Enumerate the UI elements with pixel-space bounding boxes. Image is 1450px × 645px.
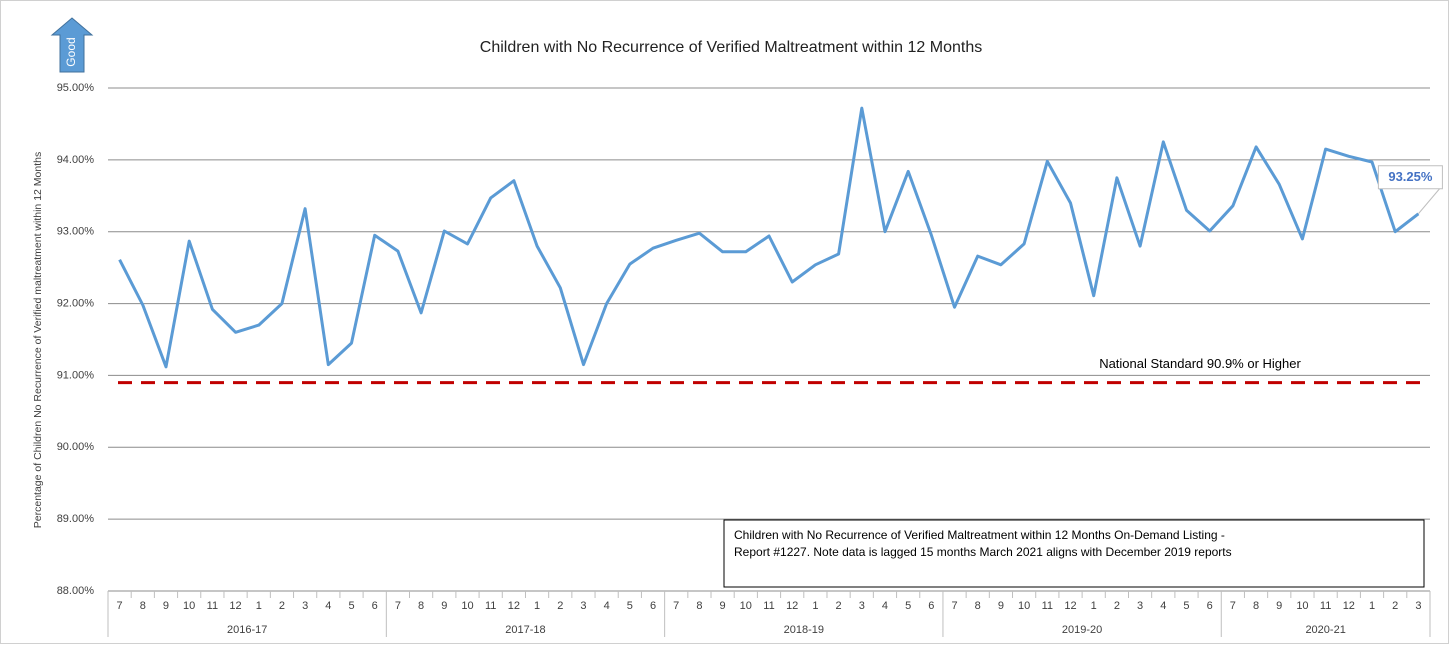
x-tick-label: 7 (395, 600, 401, 612)
x-tick-label: 3 (580, 600, 586, 612)
x-tick-label: 5 (905, 600, 911, 612)
series-line (118, 106, 1420, 369)
x-tick-label: 8 (696, 600, 702, 612)
x-tick-label: 3 (1137, 600, 1143, 612)
x-tick-label: 6 (650, 600, 656, 612)
y-tick-label: 92.00% (57, 297, 95, 309)
x-tick-label: 4 (325, 600, 331, 612)
x-tick-label: 2 (1114, 600, 1120, 612)
x-tick-label: 10 (740, 600, 752, 612)
x-tick-label: 7 (673, 600, 679, 612)
x-tick-label: 2 (1392, 600, 1398, 612)
x-tick-label: 10 (1296, 600, 1308, 612)
group-label: 2016-17 (227, 624, 267, 636)
note-line: Children with No Recurrence of Verified … (734, 528, 1225, 542)
y-tick-label: 90.00% (57, 441, 95, 453)
x-tick-label: 8 (140, 600, 146, 612)
x-tick-label: 1 (1091, 600, 1097, 612)
x-tick-label: 4 (882, 600, 888, 612)
x-tick-label: 10 (183, 600, 195, 612)
x-tick-label: 2 (836, 600, 842, 612)
x-tick-label: 12 (229, 600, 241, 612)
x-tick-label: 9 (1276, 600, 1282, 612)
x-tick-label: 11 (485, 600, 496, 612)
x-tick-label: 11 (763, 600, 774, 612)
x-tick-label: 8 (1253, 600, 1259, 612)
group-label: 2017-18 (505, 624, 545, 636)
chart-title: Children with No Recurrence of Verified … (480, 39, 982, 56)
x-tick-label: 2 (279, 600, 285, 612)
x-tick-label: 6 (1207, 600, 1213, 612)
x-tick-label: 6 (372, 600, 378, 612)
note-line: Report #1227. Note data is lagged 15 mon… (734, 545, 1232, 559)
x-tick-label: 12 (1343, 600, 1355, 612)
x-tick-label: 7 (951, 600, 957, 612)
x-tick-label: 10 (1018, 600, 1030, 612)
x-tick-label: 2 (557, 600, 563, 612)
x-tick-label: 3 (302, 600, 308, 612)
y-tick-label: 88.00% (57, 585, 95, 597)
x-tick-label: 11 (1320, 600, 1331, 612)
x-tick-label: 10 (461, 600, 473, 612)
x-tick-label: 12 (786, 600, 798, 612)
x-tick-label: 9 (441, 600, 447, 612)
x-tick-label: 5 (1183, 600, 1189, 612)
x-tick-label: 9 (720, 600, 726, 612)
y-tick-label: 91.00% (57, 369, 95, 381)
x-tick-label: 11 (1042, 600, 1053, 612)
group-label: 2020-21 (1305, 624, 1345, 636)
x-tick-label: 8 (975, 600, 981, 612)
x-tick-label: 5 (627, 600, 633, 612)
label-leader (1418, 187, 1441, 215)
x-tick-label: 6 (928, 600, 934, 612)
group-label: 2019-20 (1062, 624, 1102, 636)
x-tick-label: 4 (604, 600, 610, 612)
x-tick-label: 9 (998, 600, 1004, 612)
x-tick-label: 7 (117, 600, 123, 612)
value-label: 93.25% (1388, 169, 1433, 184)
x-tick-label: 4 (1160, 600, 1166, 612)
x-tick-label: 1 (1369, 600, 1375, 612)
x-tick-label: 7 (1230, 600, 1236, 612)
x-tick-label: 9 (163, 600, 169, 612)
reference-label: National Standard 90.9% or Higher (1099, 356, 1301, 371)
good-arrow (50, 17, 94, 73)
x-tick-label: 12 (1064, 600, 1076, 612)
group-label: 2018-19 (784, 624, 824, 636)
x-tick-label: 3 (859, 600, 865, 612)
x-tick-label: 1 (812, 600, 818, 612)
x-tick-label: 5 (348, 600, 354, 612)
x-tick-label: 1 (534, 600, 540, 612)
note-box (723, 519, 1425, 588)
y-tick-label: 93.00% (57, 226, 95, 238)
y-tick-label: 89.00% (57, 513, 95, 525)
y-tick-label: 94.00% (57, 154, 95, 166)
y-tick-label: 95.00% (57, 82, 95, 94)
x-tick-label: 1 (256, 600, 262, 612)
badge: Good (64, 37, 78, 66)
x-tick-label: 11 (207, 600, 218, 612)
y-axis-label: Percentage of Children No Recurrence of … (32, 152, 44, 528)
x-tick-label: 8 (418, 600, 424, 612)
value-label-box (1377, 165, 1443, 190)
x-tick-label: 3 (1415, 600, 1421, 612)
x-tick-label: 12 (508, 600, 520, 612)
